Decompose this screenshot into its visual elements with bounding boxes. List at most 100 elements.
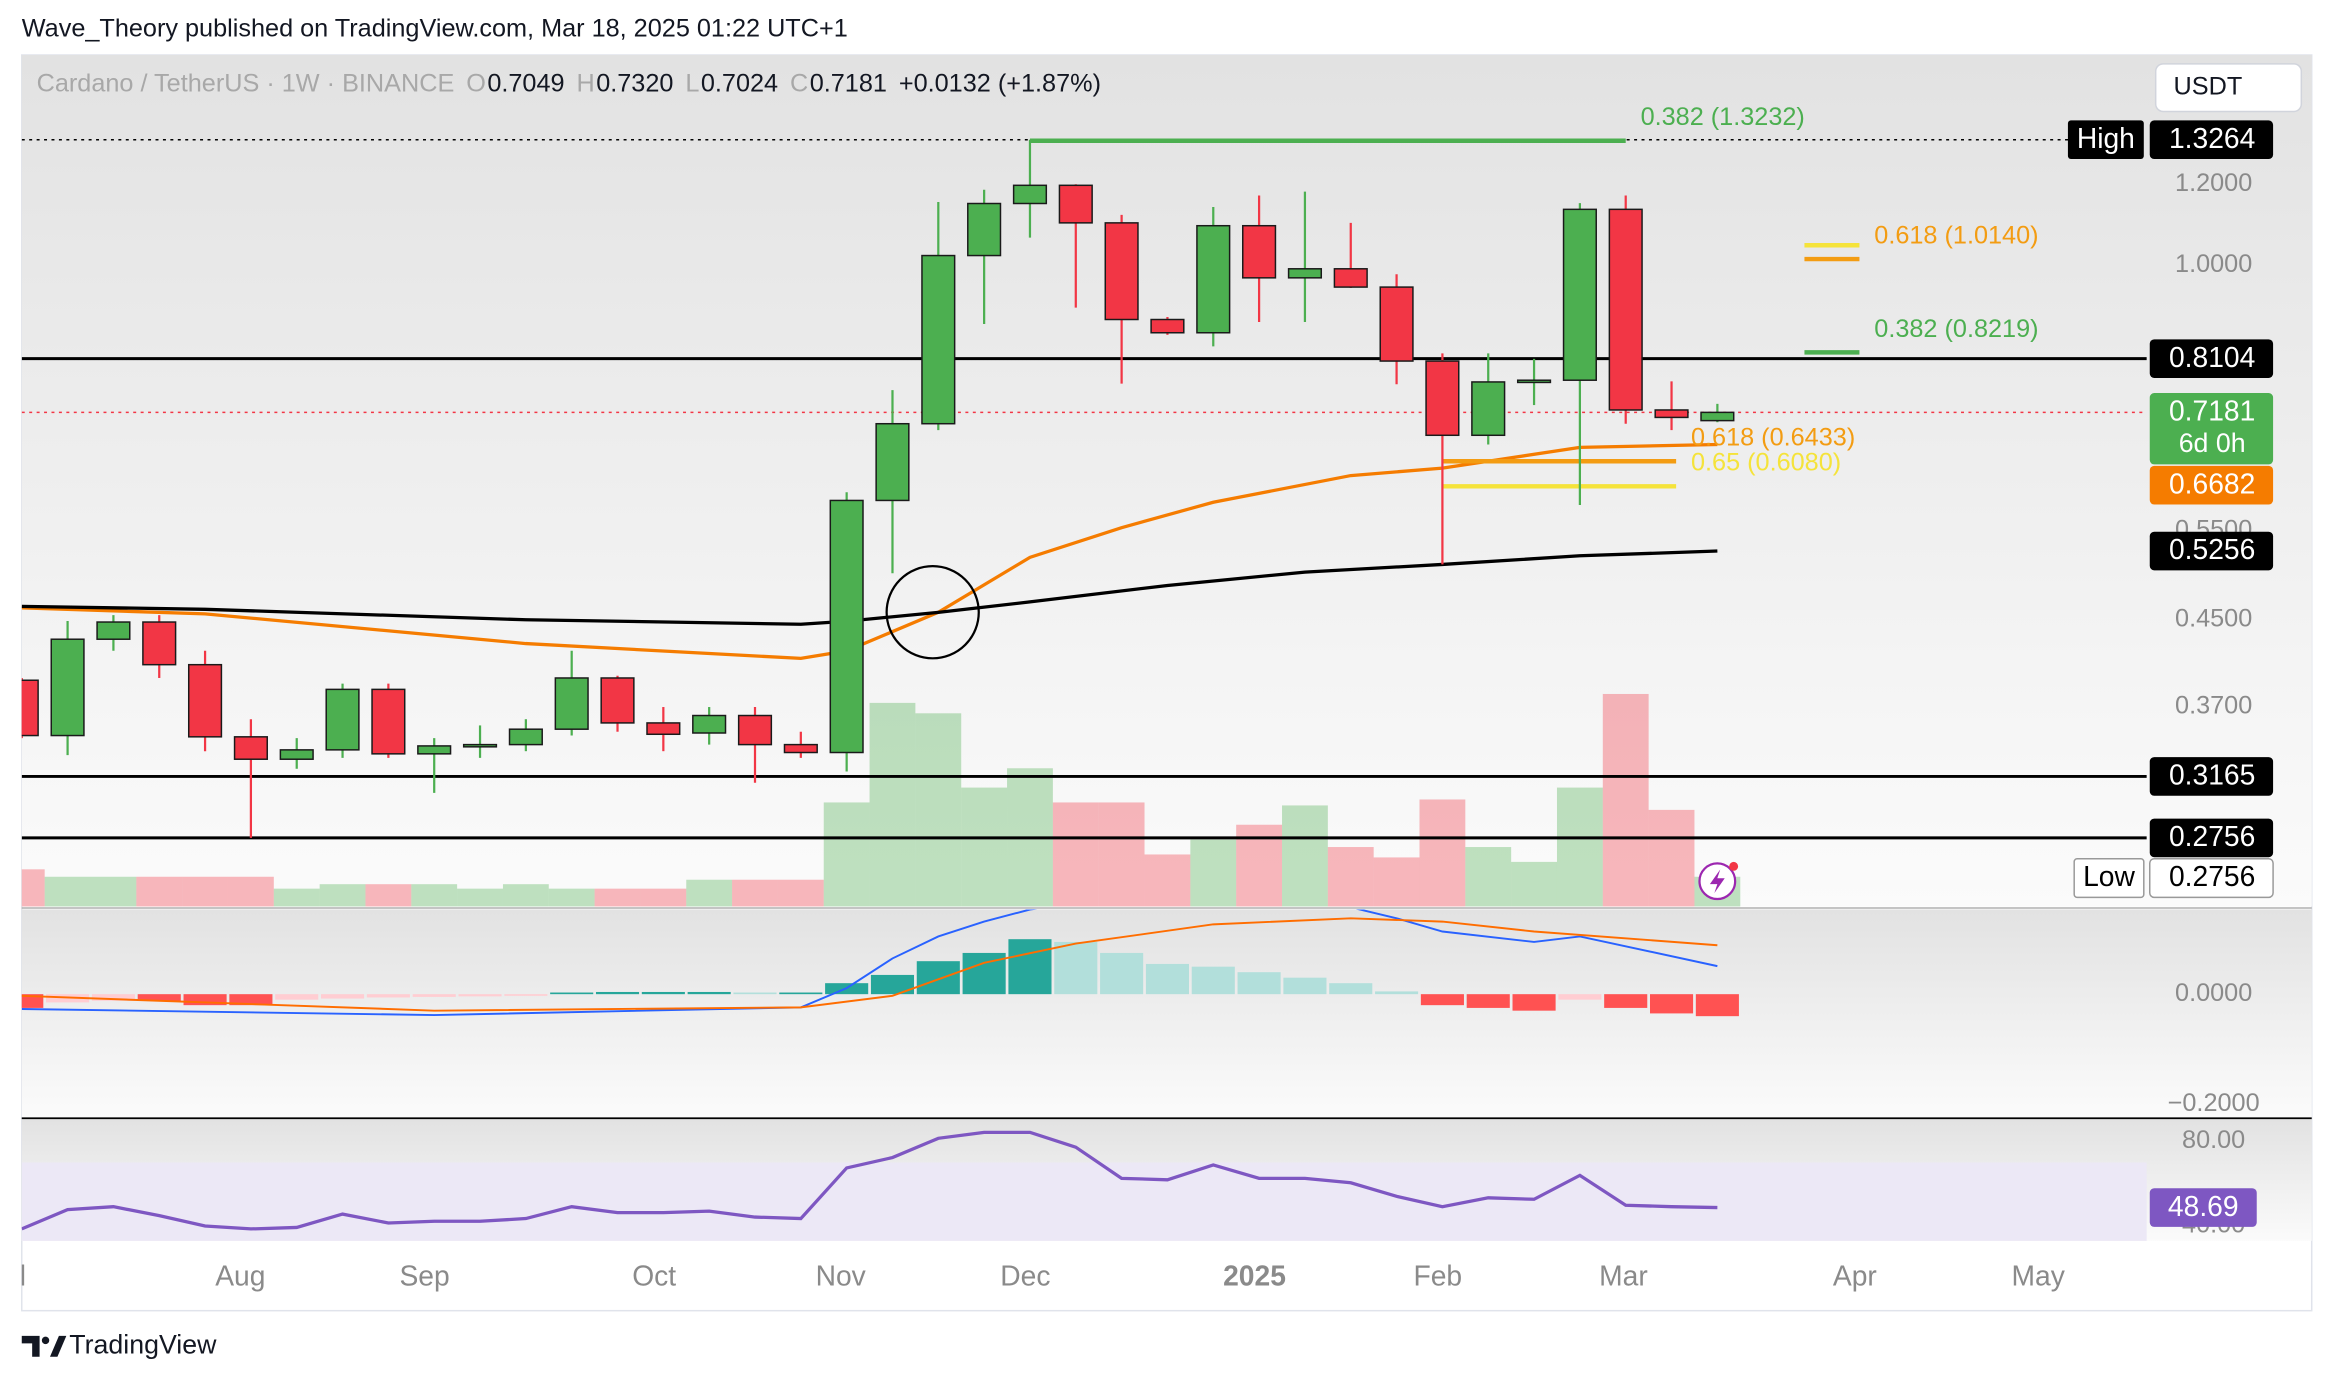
candle-body <box>96 621 131 640</box>
legend-text: Cardano / TetherUS · 1W · BINANCE <box>37 69 455 97</box>
macd-histogram-bar <box>1420 994 1464 1006</box>
legend-text: +0.0132 (+1.87%) <box>899 69 1101 97</box>
candle-body <box>1516 379 1552 384</box>
macd-histogram-bar <box>1604 994 1648 1008</box>
price-label: 0.2756 <box>2169 860 2255 892</box>
fib-label: 0.618 (0.6433) <box>1691 424 1855 452</box>
volume-bar <box>136 876 183 907</box>
rsi-value-box <box>2149 1188 2257 1227</box>
price-label-box <box>2149 531 2274 571</box>
volume-bar <box>21 869 45 907</box>
candle-body <box>371 688 406 755</box>
candle-body <box>1196 224 1231 334</box>
candle-body <box>1242 224 1277 279</box>
x-axis: Jul Aug Sep Oct Nov Dec 2025 Feb Mar Apr May <box>22 1259 2066 1291</box>
macd-histogram-bar <box>916 961 960 995</box>
x-tick-label: Dec <box>1000 1259 1050 1291</box>
candle-body <box>233 736 268 760</box>
macd-histogram-bar <box>1466 994 1510 1008</box>
candle-body <box>1562 208 1597 381</box>
volume-bar <box>640 888 687 907</box>
x-tick-label: Aug <box>215 1259 265 1291</box>
fib-label: 0.382 (1.3232) <box>1641 103 1805 131</box>
macd-histogram-bar <box>229 994 273 1006</box>
y-tick-label: 0.4500 <box>2175 605 2252 633</box>
macd-histogram-bar <box>550 992 594 995</box>
candle-body <box>600 677 635 724</box>
volume-bar <box>1556 787 1603 907</box>
macd-histogram-bar <box>1283 977 1327 995</box>
volume-bar <box>869 702 916 907</box>
macd-histogram-bar <box>275 994 319 1000</box>
macd-layer <box>21 909 1739 1017</box>
macd-histogram-bar <box>1100 952 1144 995</box>
volume-bar <box>319 884 366 907</box>
price-tag: Low <box>2083 860 2135 892</box>
volume-bar <box>1465 847 1512 907</box>
volume-bar <box>1144 854 1191 907</box>
rsi-layer <box>21 1130 2147 1241</box>
price-tag: High <box>2077 122 2135 154</box>
candle-body <box>462 743 498 748</box>
volume-bar <box>457 888 503 907</box>
signal-line <box>21 917 1718 1012</box>
legend-text: O <box>466 69 486 97</box>
volume-bar <box>1419 799 1466 907</box>
rsi-tick-label: 80.00 <box>2182 1126 2245 1154</box>
volume-bar <box>502 884 549 907</box>
price-label: 0.6682 <box>2169 467 2255 499</box>
candle-body <box>921 254 956 425</box>
legend-text: 0.7320 <box>596 69 673 97</box>
macd-tick-label: 0.0000 <box>2175 979 2252 1007</box>
rsi-value-label: 48.69 <box>2168 1190 2239 1222</box>
candle-body <box>1471 381 1506 437</box>
legend-text: 0.7049 <box>487 69 564 97</box>
macd-histogram-bar <box>458 994 502 997</box>
currency-button[interactable]: USDT <box>2154 63 2303 113</box>
volume-bar <box>90 876 137 907</box>
price-label: 1.3264 <box>2169 122 2255 154</box>
candle-body <box>737 714 773 746</box>
price-label-box <box>2149 818 2274 858</box>
macd-histogram-bar <box>687 991 731 995</box>
price-label-box <box>2149 120 2274 160</box>
tradingview-logo: TradingView <box>21 1329 217 1359</box>
volume-bar <box>1052 802 1099 907</box>
volume-bar <box>1282 805 1328 907</box>
alert-icon <box>1698 861 1739 901</box>
macd-histogram-bar <box>870 974 915 995</box>
price-label-box <box>2149 857 2274 899</box>
macd-histogram-bar <box>1054 941 1098 995</box>
volume-bar <box>732 879 778 907</box>
candle-body <box>554 677 589 730</box>
macd-histogram-bar <box>1145 963 1189 995</box>
volume-layer <box>21 693 1741 907</box>
candle-body <box>1654 409 1689 419</box>
price-label: 0.3165 <box>2169 759 2255 791</box>
macd-histogram-bar <box>1512 994 1556 1011</box>
x-tick-label: Sep <box>399 1259 449 1291</box>
macd-histogram-bar <box>595 991 640 995</box>
macd-histogram-bar <box>137 994 181 1001</box>
candle-body <box>692 714 727 734</box>
volume-bar <box>1602 693 1649 907</box>
macd-histogram-bar <box>1649 994 1694 1014</box>
x-tick-label: Apr <box>1833 1259 1877 1291</box>
price-label: 0.5256 <box>2169 533 2255 565</box>
x-tick-label: May <box>2012 1259 2066 1291</box>
legend-text: 0.7024 <box>701 69 778 97</box>
candle-body <box>50 638 85 737</box>
legend-text: H <box>576 69 594 97</box>
macd-pane <box>21 909 2312 1118</box>
candle-body <box>1287 268 1323 279</box>
candle-body <box>646 722 681 736</box>
volume-bar <box>1373 857 1420 907</box>
macd-histogram-bar <box>1237 972 1281 995</box>
volume-bar <box>1327 847 1374 907</box>
price-label-box <box>2149 393 2274 465</box>
currency-label[interactable]: USDT <box>2174 72 2243 100</box>
volume-bar <box>1098 802 1145 907</box>
legend: Cardano / TetherUS · 1W · BINANCE O 0.7049… <box>37 69 1101 97</box>
legend-text: C <box>790 69 808 97</box>
volume-bar <box>44 876 91 907</box>
